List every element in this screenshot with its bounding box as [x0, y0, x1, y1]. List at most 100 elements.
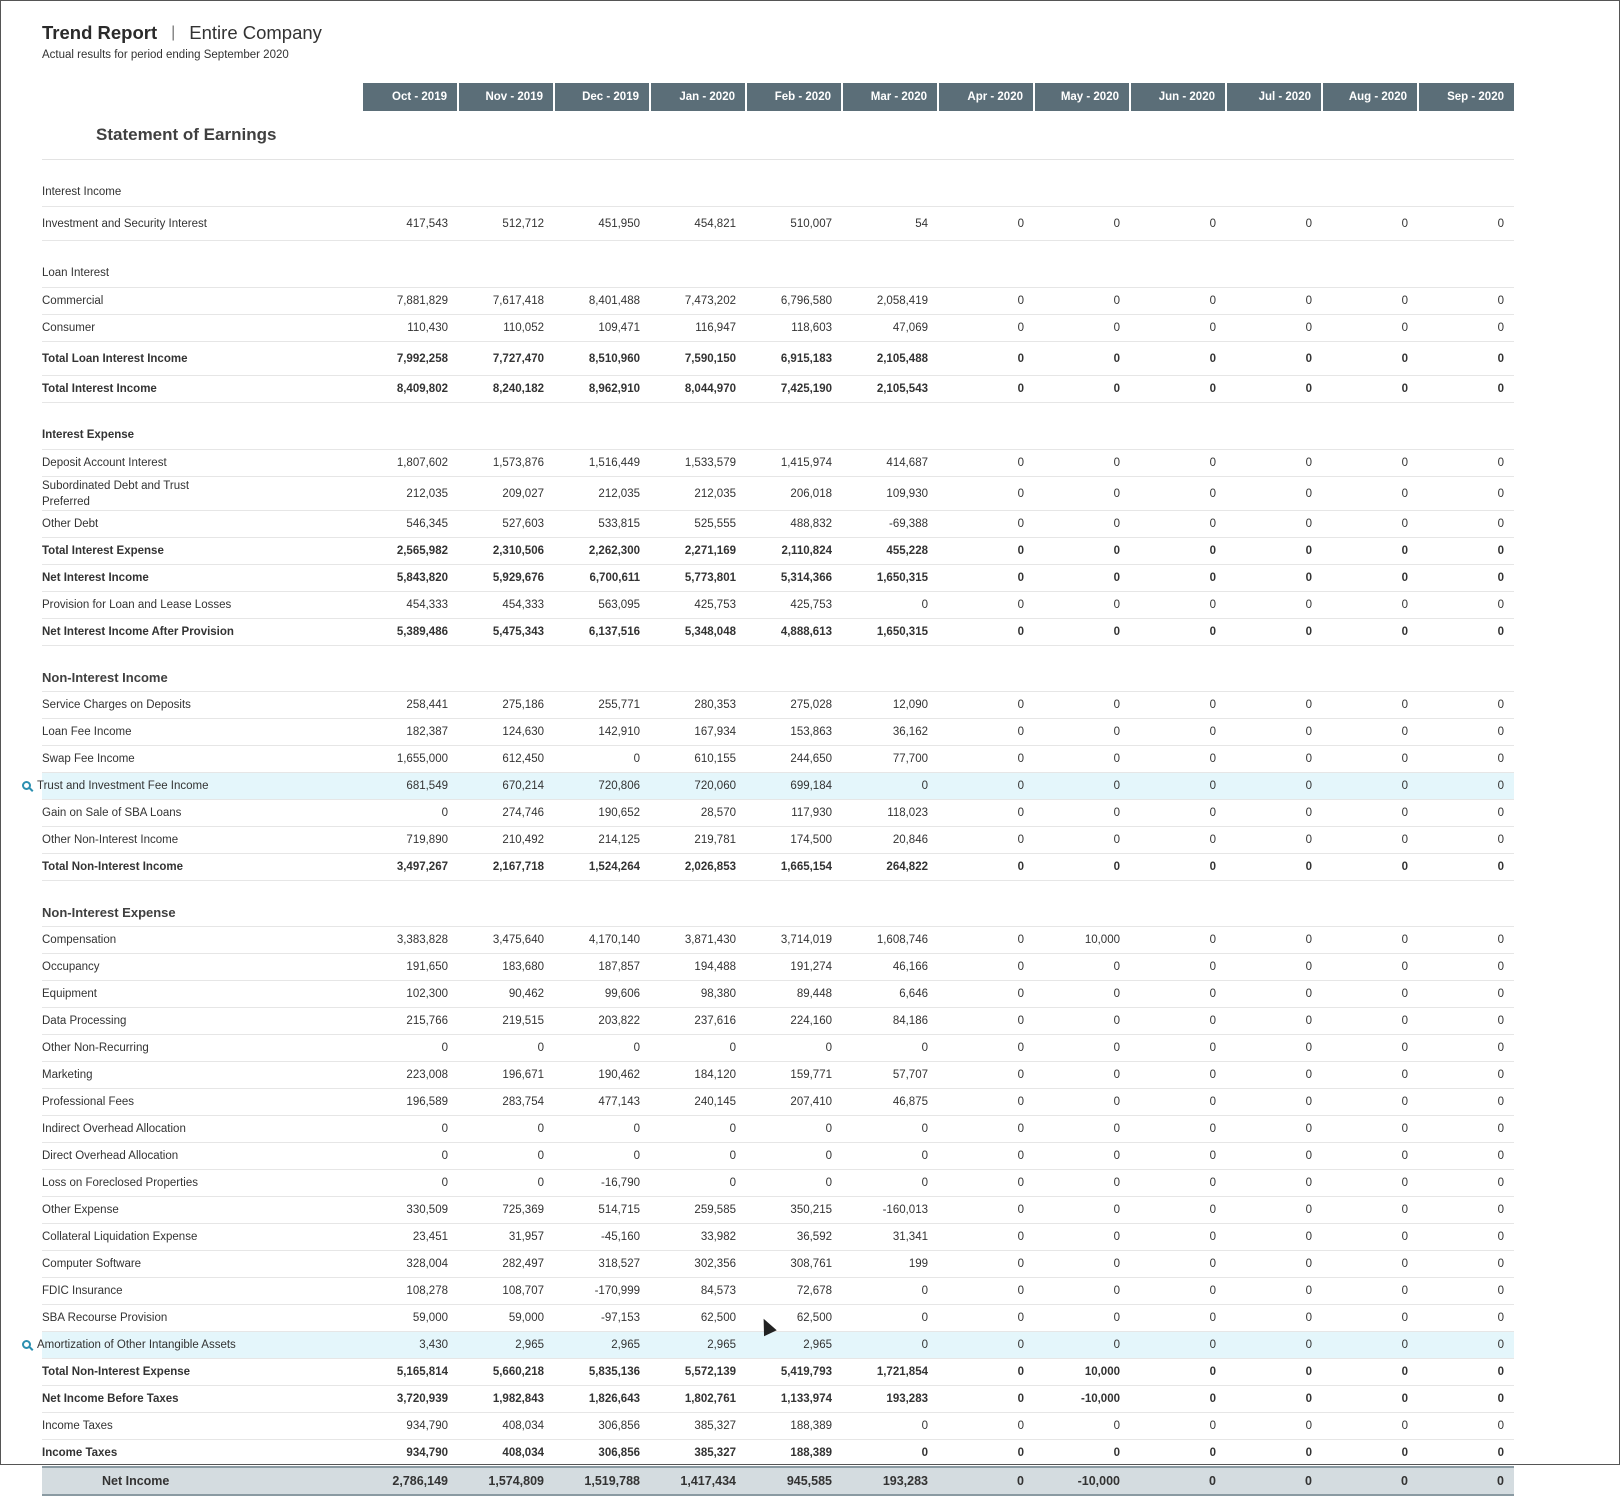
value-cell: 282,497 [458, 1250, 554, 1278]
value-cell: 0 [1322, 618, 1418, 646]
value-cell: 280,353 [650, 691, 746, 719]
value-cell: 0 [1418, 537, 1514, 565]
value-cell: 318,527 [554, 1250, 650, 1278]
value-cell: 0 [1226, 287, 1322, 315]
value-cell: 102,300 [362, 980, 458, 1008]
column-header-8[interactable]: May - 2020 [1033, 83, 1130, 111]
value-cell: 210,492 [458, 826, 554, 854]
value-cell: 0 [1130, 1061, 1226, 1089]
value-cell: 0 [938, 449, 1034, 477]
value-cell: 188,389 [746, 1412, 842, 1440]
value-cell: 0 [1226, 1196, 1322, 1224]
value-cell: 5,929,676 [458, 564, 554, 592]
value-cell: 118,603 [746, 314, 842, 342]
value-cell: 0 [1226, 537, 1322, 565]
row-label-text: Swap Fee Income [42, 753, 135, 765]
value-cell: 33,982 [650, 1223, 746, 1251]
value-cell: 275,186 [458, 691, 554, 719]
column-header-5[interactable]: Feb - 2020 [745, 83, 842, 111]
value-cell: 0 [938, 1466, 1034, 1496]
report-subtitle: Actual results for period ending Septemb… [42, 49, 289, 61]
row-label: Occupancy [42, 953, 362, 981]
value-cell: 3,714,019 [746, 926, 842, 954]
value-cell: 0 [1418, 1385, 1514, 1413]
row-label-text: Service Charges on Deposits [42, 699, 191, 711]
search-icon[interactable] [22, 1340, 31, 1349]
column-header-3[interactable]: Dec - 2019 [553, 83, 650, 111]
column-header-9[interactable]: Jun - 2020 [1129, 83, 1226, 111]
value-cell: 0 [1226, 826, 1322, 854]
row-label: Service Charges on Deposits [42, 691, 362, 719]
row-label: Income Taxes [42, 1412, 362, 1440]
column-header-11[interactable]: Aug - 2020 [1321, 83, 1418, 111]
value-cell: 206,018 [746, 476, 842, 511]
value-cell: 488,832 [746, 510, 842, 538]
value-cell: 408,034 [458, 1412, 554, 1440]
row-label-text: Other Non-Interest Income [42, 834, 179, 846]
value-cell: 0 [938, 745, 1034, 773]
column-header-12[interactable]: Sep - 2020 [1417, 83, 1514, 111]
value-cell: 0 [746, 1034, 842, 1062]
value-cell: 0 [1226, 1061, 1322, 1089]
value-cell: 203,822 [554, 1007, 650, 1035]
value-cell: 2,058,419 [842, 287, 938, 315]
value-cell: 8,401,488 [554, 287, 650, 315]
column-header-7[interactable]: Apr - 2020 [937, 83, 1034, 111]
value-cell: 0 [1226, 1304, 1322, 1332]
row-label: Total Loan Interest Income [42, 341, 362, 376]
value-cell: 46,166 [842, 953, 938, 981]
table-row: Computer Software 328,004 282,497 318,527 30… [42, 1250, 1514, 1278]
column-header-1[interactable]: Oct - 2019 [361, 83, 458, 111]
value-cell: 223,008 [362, 1061, 458, 1089]
value-cell: 0 [458, 1142, 554, 1170]
value-cell: 23,451 [362, 1223, 458, 1251]
column-header-2[interactable]: Nov - 2019 [457, 83, 554, 111]
column-header-10[interactable]: Jul - 2020 [1225, 83, 1322, 111]
value-cell: 99,606 [554, 980, 650, 1008]
value-cell: 4,170,140 [554, 926, 650, 954]
value-cell: 0 [1418, 1007, 1514, 1035]
title-separator: | [171, 24, 176, 41]
value-cell: 0 [938, 375, 1034, 403]
table-row[interactable]: Amortization of Other Intangible Assets 3… [22, 1331, 1514, 1359]
value-cell: 59,000 [458, 1304, 554, 1332]
value-cell: 57,707 [842, 1061, 938, 1089]
value-cell: 31,957 [458, 1223, 554, 1251]
value-cell: 7,881,829 [362, 287, 458, 315]
table-row: Occupancy 191,650 183,680 187,857 194,488 191… [42, 953, 1514, 981]
value-cell: 0 [842, 591, 938, 619]
value-cell: 98,380 [650, 980, 746, 1008]
row-label-text: Consumer [42, 322, 96, 334]
search-icon[interactable] [22, 781, 31, 790]
column-header-4[interactable]: Jan - 2020 [649, 83, 746, 111]
value-cell: 207,410 [746, 1088, 842, 1116]
value-cell: 0 [1418, 510, 1514, 538]
value-cell: 0 [1226, 206, 1322, 241]
value-cell: 0 [554, 1115, 650, 1143]
column-header-6[interactable]: Mar - 2020 [841, 83, 938, 111]
value-cell: 934,790 [362, 1412, 458, 1440]
value-cell: 0 [1130, 314, 1226, 342]
value-cell: 0 [1322, 772, 1418, 800]
table-row: Total Non-Interest Income 3,497,267 2,167,… [42, 853, 1514, 881]
value-cell: 62,500 [650, 1304, 746, 1332]
value-cell: 0 [1226, 745, 1322, 773]
value-cell: 0 [1322, 1466, 1418, 1496]
value-cell: 118,023 [842, 799, 938, 827]
value-cell: 0 [842, 1142, 938, 1170]
value-cell: 0 [938, 826, 1034, 854]
row-label-text: Net Interest Income [42, 572, 149, 584]
table-row: Net Income 2,786,149 1,574,809 1,519,788 1,4… [42, 1466, 1514, 1496]
value-cell: 0 [1418, 449, 1514, 477]
value-cell: 224,160 [746, 1007, 842, 1035]
value-cell: 2,565,982 [362, 537, 458, 565]
empty-cell [362, 402, 1514, 450]
row-label: FDIC Insurance [42, 1277, 362, 1305]
value-cell: 0 [1130, 1304, 1226, 1332]
row-label-text: Collateral Liquidation Expense [42, 1231, 198, 1243]
value-cell: 408,034 [458, 1439, 554, 1468]
value-cell: 0 [1226, 953, 1322, 981]
table-row: Other Non-Interest Income 719,890 210,492 2… [42, 826, 1514, 854]
value-cell: 0 [938, 510, 1034, 538]
table-row[interactable]: Trust and Investment Fee Income 681,549 67… [22, 772, 1514, 800]
